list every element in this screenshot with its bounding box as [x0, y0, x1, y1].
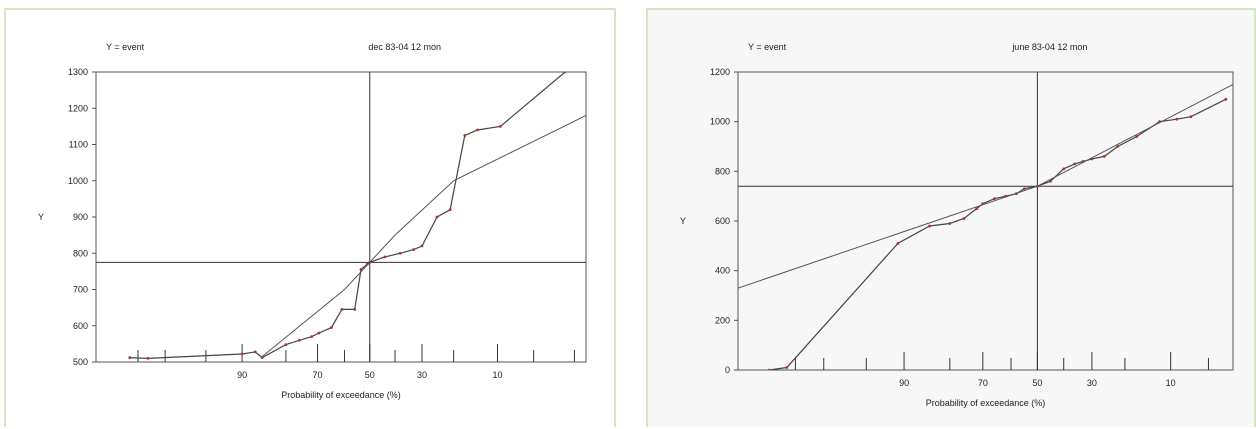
data-point [317, 331, 321, 335]
x-tick-label: 50 [1032, 378, 1042, 388]
plot-content [96, 72, 586, 362]
y-tick-label: 900 [73, 212, 88, 222]
data-point [476, 128, 479, 132]
data-point [448, 208, 452, 212]
data-point [1135, 135, 1139, 138]
data-point [420, 244, 424, 248]
chart-title: june 83-04 12 mon [1011, 42, 1087, 52]
data-point [1116, 145, 1120, 148]
x-tick-label: 50 [365, 370, 375, 380]
y-tick-label: 0 [725, 365, 730, 375]
data-point [435, 215, 439, 219]
y-tick-label: 1300 [68, 67, 88, 77]
data-point [340, 308, 344, 311]
plot-content [738, 72, 1233, 370]
x-axis-label: Probability of exceedance (%) [926, 398, 1046, 408]
data-point [240, 352, 244, 356]
data-point [298, 338, 301, 342]
data-point [146, 356, 150, 360]
x-tick-label: 70 [313, 370, 323, 380]
chart-panel-right: Y = event june 83-04 12 mon 0 200 400 600 800 1… [646, 8, 1256, 427]
y-tick-label: 1000 [68, 176, 88, 186]
data-point [253, 350, 257, 354]
data-point [412, 248, 416, 252]
data-point [962, 217, 966, 220]
y-tick-label: 200 [715, 315, 730, 325]
data-point [498, 124, 502, 128]
data-point [353, 308, 357, 311]
data-point [128, 356, 132, 360]
y-tick-label: 1200 [68, 103, 88, 113]
data-point [1049, 179, 1052, 183]
x-tick-label: 90 [899, 378, 909, 388]
y-axis-label: Y [38, 212, 44, 222]
x-tick-label: 30 [417, 370, 427, 380]
data-point [1073, 162, 1077, 166]
data-point [1062, 167, 1066, 171]
data-point [284, 343, 288, 346]
data-point [329, 326, 333, 329]
header-left-label: Y = event [748, 42, 787, 52]
y-tick-label: 700 [73, 285, 88, 295]
data-point [1102, 155, 1106, 158]
x-tick-label: 90 [237, 370, 247, 380]
y-tick-label: 800 [73, 248, 88, 258]
x-axis-label: Probability of exceedance (%) [281, 390, 401, 400]
x-tick-label: 70 [978, 378, 988, 388]
data-point [463, 134, 467, 137]
data-point [1224, 97, 1228, 101]
data-point [1175, 117, 1179, 121]
y-tick-label: 1100 [69, 140, 88, 150]
header-left-label: Y = event [106, 42, 145, 52]
data-point [260, 356, 264, 360]
probability-chart-dec: Y = event dec 83-04 12 mon 500 600 700 800 900… [38, 42, 587, 400]
fitted-series-line [261, 115, 586, 357]
data-point [993, 197, 996, 201]
data-point [310, 335, 314, 339]
probability-chart-june: Y = event june 83-04 12 mon 0 200 400 600 800 1… [680, 42, 1234, 408]
y-tick-label: 500 [73, 357, 88, 367]
data-point [896, 241, 900, 245]
data-point [785, 366, 789, 369]
x-tick-label: 30 [1087, 378, 1097, 388]
data-point [398, 251, 402, 255]
plot-area [95, 71, 587, 363]
data-point [975, 207, 979, 210]
data-point [383, 255, 387, 259]
y-tick-label: 800 [715, 166, 730, 176]
plot-area [737, 71, 1234, 371]
y-tick-label: 1200 [710, 67, 730, 77]
data-point [928, 224, 931, 228]
data-point [563, 72, 567, 74]
data-point [1189, 115, 1193, 119]
chart-title: dec 83-04 12 mon [368, 42, 441, 52]
x-tick-label: 10 [492, 370, 502, 380]
chart-panel-left: Y = event dec 83-04 12 mon 500 600 700 800 900… [4, 8, 616, 427]
x-tick-label: 10 [1166, 378, 1176, 388]
data-point [768, 368, 771, 370]
y-tick-label: 600 [73, 321, 88, 331]
y-tick-label: 1000 [710, 117, 730, 127]
y-axis-label: Y [680, 216, 686, 226]
data-point [948, 222, 952, 225]
data-point [1022, 187, 1026, 191]
fitted-series-line [738, 83, 1233, 289]
y-tick-label: 600 [715, 216, 730, 226]
y-tick-label: 400 [715, 266, 730, 276]
